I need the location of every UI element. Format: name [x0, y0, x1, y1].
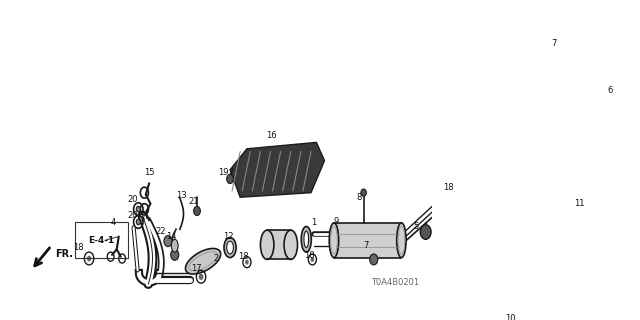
Ellipse shape [304, 231, 308, 248]
Text: 14: 14 [166, 232, 177, 241]
Text: 9: 9 [334, 217, 339, 227]
Ellipse shape [545, 75, 610, 109]
Text: 12: 12 [223, 232, 234, 241]
Text: 3: 3 [139, 214, 145, 223]
Text: 13: 13 [176, 191, 187, 200]
Circle shape [310, 257, 314, 262]
Text: 11: 11 [574, 199, 584, 208]
Text: 18: 18 [444, 183, 454, 192]
Text: 19: 19 [218, 168, 228, 177]
Ellipse shape [172, 239, 178, 252]
Circle shape [420, 225, 431, 239]
Ellipse shape [477, 102, 543, 137]
Text: 18: 18 [238, 252, 249, 261]
Circle shape [451, 190, 454, 195]
Text: 22: 22 [156, 228, 166, 236]
Ellipse shape [227, 241, 234, 254]
Text: 20: 20 [127, 211, 138, 220]
Text: 5: 5 [413, 222, 419, 231]
Text: 20: 20 [127, 196, 138, 204]
Text: T0A4B0201: T0A4B0201 [371, 278, 419, 287]
Text: 17: 17 [191, 264, 202, 273]
Ellipse shape [579, 79, 612, 105]
Ellipse shape [397, 223, 406, 258]
Text: 6: 6 [608, 86, 613, 95]
Text: 7: 7 [551, 39, 557, 48]
Ellipse shape [224, 237, 236, 258]
Text: 4: 4 [111, 218, 116, 227]
Text: 2: 2 [214, 254, 219, 263]
Circle shape [198, 274, 204, 280]
Circle shape [164, 236, 172, 247]
Ellipse shape [584, 84, 607, 100]
Text: 7: 7 [363, 241, 369, 250]
Text: E-4-1: E-4-1 [88, 236, 115, 245]
Circle shape [610, 84, 620, 97]
Ellipse shape [284, 230, 298, 260]
Text: 10: 10 [506, 314, 516, 320]
Polygon shape [230, 142, 324, 197]
Text: 18: 18 [304, 251, 315, 260]
Circle shape [87, 256, 91, 261]
Circle shape [552, 44, 563, 58]
Polygon shape [267, 230, 291, 260]
Ellipse shape [260, 230, 274, 260]
Circle shape [227, 174, 234, 184]
Circle shape [361, 189, 366, 196]
Text: 21: 21 [188, 197, 199, 206]
Circle shape [194, 206, 200, 216]
Text: 16: 16 [266, 132, 276, 140]
Polygon shape [499, 49, 589, 163]
Circle shape [451, 186, 458, 196]
Ellipse shape [186, 248, 221, 274]
Circle shape [245, 260, 249, 265]
Text: FR.: FR. [54, 249, 73, 259]
Text: 15: 15 [144, 168, 154, 177]
Text: 1: 1 [311, 218, 316, 227]
Ellipse shape [481, 153, 492, 169]
Text: 18: 18 [73, 243, 83, 252]
Circle shape [171, 249, 179, 260]
Circle shape [370, 254, 378, 265]
Ellipse shape [301, 227, 311, 252]
Text: 8: 8 [356, 193, 362, 202]
Ellipse shape [329, 223, 339, 258]
Polygon shape [334, 223, 401, 258]
Circle shape [136, 206, 140, 212]
Circle shape [136, 219, 140, 225]
